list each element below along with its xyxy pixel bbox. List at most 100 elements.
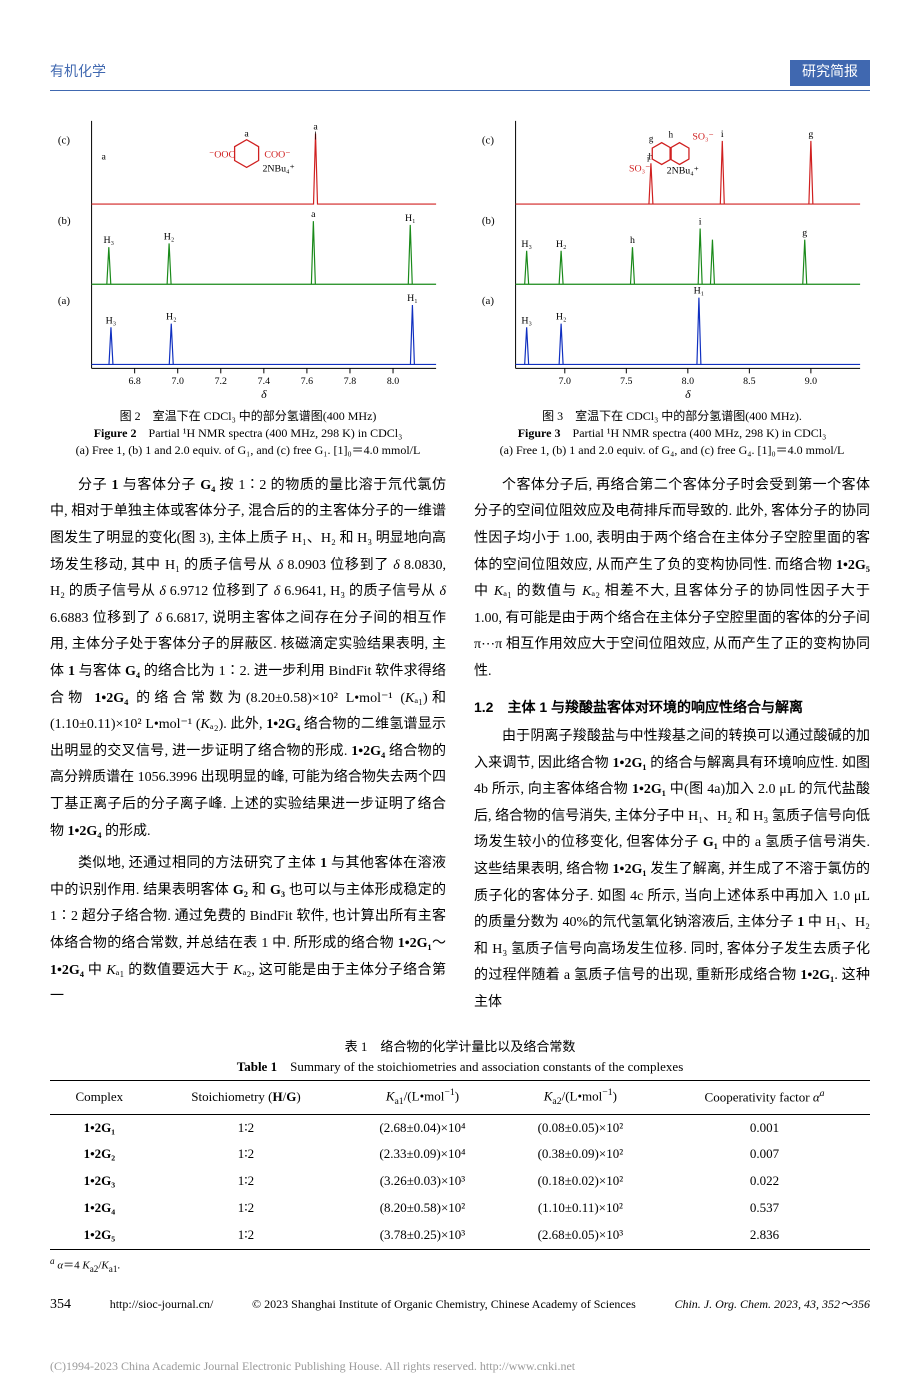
table-cell: (3.26±0.03)×10³ (343, 1168, 501, 1195)
svg-text:7.0: 7.0 (172, 377, 184, 388)
svg-text:H₂: H₂ (166, 312, 177, 323)
svg-text:7.6: 7.6 (301, 377, 313, 388)
table-cell: 1•2G₄ (50, 1195, 149, 1222)
svg-text:H₂: H₂ (556, 239, 567, 250)
left-body-text: 分子 1 与客体分子 G₄ 按 1∶2 的物质的量比溶于氘代氯仿中, 相对于单独… (50, 473, 446, 1011)
table-cell: (2.68±0.05)×10³ (502, 1222, 659, 1249)
table1-title-en-bold: Table 1 (237, 1059, 277, 1074)
svg-text:i: i (721, 129, 724, 140)
figure-3-panel: 9.08.58.07.57.0δ(c)gihSO₃⁻SO₃⁻2NBu₄⁺ghi(… (474, 111, 870, 398)
svg-text:g: g (808, 129, 813, 140)
footer-page: 354 (50, 1294, 71, 1316)
svg-text:8.0: 8.0 (387, 377, 399, 388)
table-cell: 2.836 (659, 1222, 870, 1249)
fig3-caption-zh: 图 3 室温下在 CDCl₃ 中的部分氢谱图(400 MHz). (474, 408, 870, 425)
table-cell: 1∶2 (149, 1168, 344, 1195)
table-cell: (0.18±0.02)×10² (502, 1168, 659, 1195)
svg-text:a: a (313, 122, 318, 133)
table-1-title: 表 1 络合物的化学计量比以及络合常数 Table 1 Summary of t… (50, 1037, 870, 1079)
two-column-layout: 8.07.87.67.47.27.06.8δ(c)aa⁻OOCCOO⁻2NBu₄… (50, 111, 870, 1022)
right-body-text: 个客体分子后, 再络合第二个客体分子时会受到第一个客体分子的空间位阻效应及电荷排… (474, 473, 870, 686)
table-cell: (3.78±0.25)×10³ (343, 1222, 501, 1249)
table-cell: 1∶2 (149, 1195, 344, 1222)
table-header-cell: Ka2/(L•mol−1) (502, 1081, 659, 1115)
footer-journal: Chin. J. Org. Chem. 2023, 43, 352～356 (674, 1297, 870, 1311)
table-cell: 0.537 (659, 1195, 870, 1222)
svg-text:2NBu₄⁺: 2NBu₄⁺ (262, 164, 294, 175)
right-column: 9.08.58.07.57.0δ(c)gihSO₃⁻SO₃⁻2NBu₄⁺ghi(… (474, 111, 870, 1022)
fig2-caption-en-bold: Figure 2 (94, 426, 137, 440)
body-paragraph: 个客体分子后, 再络合第二个客体分子时会受到第一个客体分子的空间位阻效应及电荷排… (474, 473, 870, 686)
svg-text:8.5: 8.5 (743, 377, 755, 388)
fig2-caption-zh: 图 2 室温下在 CDCl₃ 中的部分氢谱图(400 MHz) (50, 408, 446, 425)
footer-url: http://sioc-journal.cn/ (110, 1295, 214, 1314)
svg-text:(b): (b) (482, 215, 495, 227)
svg-text:7.0: 7.0 (559, 377, 571, 388)
svg-text:δ: δ (685, 387, 691, 398)
table-cell: 1∶2 (149, 1114, 344, 1141)
table1-title-zh: 表 1 络合物的化学计量比以及络合常数 (345, 1039, 576, 1054)
svg-text:(b): (b) (58, 215, 71, 227)
svg-text:⁻OOC: ⁻OOC (209, 150, 235, 161)
figure-3-caption: 图 3 室温下在 CDCl₃ 中的部分氢谱图(400 MHz). Figure … (474, 408, 870, 458)
svg-text:H₃: H₃ (521, 239, 532, 250)
figure-2-caption: 图 2 室温下在 CDCl₃ 中的部分氢谱图(400 MHz) Figure 2… (50, 408, 446, 458)
svg-text:7.8: 7.8 (344, 377, 356, 388)
table-cell: 1•2G₂ (50, 1141, 149, 1168)
fig2-caption-en: Partial ¹H NMR spectra (400 MHz, 298 K) … (149, 426, 403, 440)
table1-title-en: Summary of the stoichiometries and assoc… (290, 1059, 683, 1074)
svg-text:SO₃⁻: SO₃⁻ (692, 132, 713, 143)
table-row: 1•2G₄1∶2(8.20±0.58)×10²(1.10±0.11)×10²0.… (50, 1195, 870, 1222)
table-cell: (1.10±0.11)×10² (502, 1195, 659, 1222)
table-row: 1•2G₃1∶2(3.26±0.03)×10³(0.18±0.02)×10²0.… (50, 1168, 870, 1195)
page-footer: 354 http://sioc-journal.cn/ © 2023 Shang… (50, 1294, 870, 1316)
table-cell: 0.001 (659, 1114, 870, 1141)
table-cell: (0.38±0.09)×10² (502, 1141, 659, 1168)
table-cell: 1•2G₁ (50, 1114, 149, 1141)
fig3-caption-en-bold: Figure 3 (518, 426, 561, 440)
section-1-2-title: 1.2 主体 1 与羧酸盐客体对环境的响应性络合与解离 (474, 696, 870, 718)
table-header-cell: Stoichiometry (H/G) (149, 1081, 344, 1115)
page-header: 有机化学 研究简报 (50, 60, 870, 91)
table-header-cell: Cooperativity factor αa (659, 1081, 870, 1115)
table-row: 1•2G₅1∶2(3.78±0.25)×10³(2.68±0.05)×10³2.… (50, 1222, 870, 1249)
svg-text:(a): (a) (58, 295, 70, 307)
svg-text:H₁: H₁ (407, 293, 418, 304)
svg-text:(c): (c) (482, 135, 494, 147)
svg-text:(c): (c) (58, 135, 70, 147)
svg-text:H₃: H₃ (521, 316, 532, 327)
svg-text:7.4: 7.4 (258, 377, 270, 388)
fig3-caption-sub: (a) Free 1, (b) 1 and 2.0 equiv. of G₄, … (474, 442, 870, 459)
body-paragraph: 类似地, 还通过相同的方法研究了主体 1 与其他客体在溶液中的识别作用. 结果表… (50, 851, 446, 1011)
svg-text:g: g (649, 134, 654, 144)
svg-text:9.0: 9.0 (805, 377, 817, 388)
svg-text:(a): (a) (482, 295, 494, 307)
table-header-cell: Ka1/(L•mol−1) (343, 1081, 501, 1115)
fig2-caption-sub: (a) Free 1, (b) 1 and 2.0 equiv. of G₁, … (50, 442, 446, 459)
figure-2-svg: 8.07.87.67.47.27.06.8δ(c)aa⁻OOCCOO⁻2NBu₄… (50, 111, 446, 398)
svg-text:7.2: 7.2 (215, 377, 227, 388)
svg-text:8.0: 8.0 (682, 377, 694, 388)
svg-text:a: a (311, 210, 316, 221)
table-cell: 1∶2 (149, 1141, 344, 1168)
table-cell: 1•2G₅ (50, 1222, 149, 1249)
table-1-note: a α＝4 Ka2/Ka1. (50, 1254, 870, 1277)
svg-text:H₁: H₁ (405, 213, 416, 224)
svg-text:i: i (699, 217, 702, 228)
svg-text:H₃: H₃ (104, 236, 115, 247)
svg-text:h: h (630, 236, 635, 247)
header-left: 有机化学 (50, 62, 106, 84)
svg-text:6.8: 6.8 (128, 377, 140, 388)
watermark: (C)1994-2023 China Academic Journal Elec… (50, 1357, 870, 1376)
svg-text:δ: δ (261, 387, 267, 398)
svg-text:g: g (802, 228, 807, 239)
svg-text:H₂: H₂ (164, 232, 175, 243)
svg-text:7.5: 7.5 (620, 377, 632, 388)
figure-3-svg: 9.08.58.07.57.0δ(c)gihSO₃⁻SO₃⁻2NBu₄⁺ghi(… (474, 111, 870, 398)
table-cell: (0.08±0.05)×10² (502, 1114, 659, 1141)
svg-text:H₁: H₁ (694, 286, 705, 297)
svg-text:a: a (244, 129, 249, 140)
fig3-caption-en: Partial ¹H NMR spectra (400 MHz, 298 K) … (573, 426, 827, 440)
header-right: 研究简报 (790, 60, 870, 86)
right-body-text-2: 由于阴离子羧酸盐与中性羧基之间的转换可以通过酸碱的加入来调节, 因此络合物 1•… (474, 724, 870, 1017)
